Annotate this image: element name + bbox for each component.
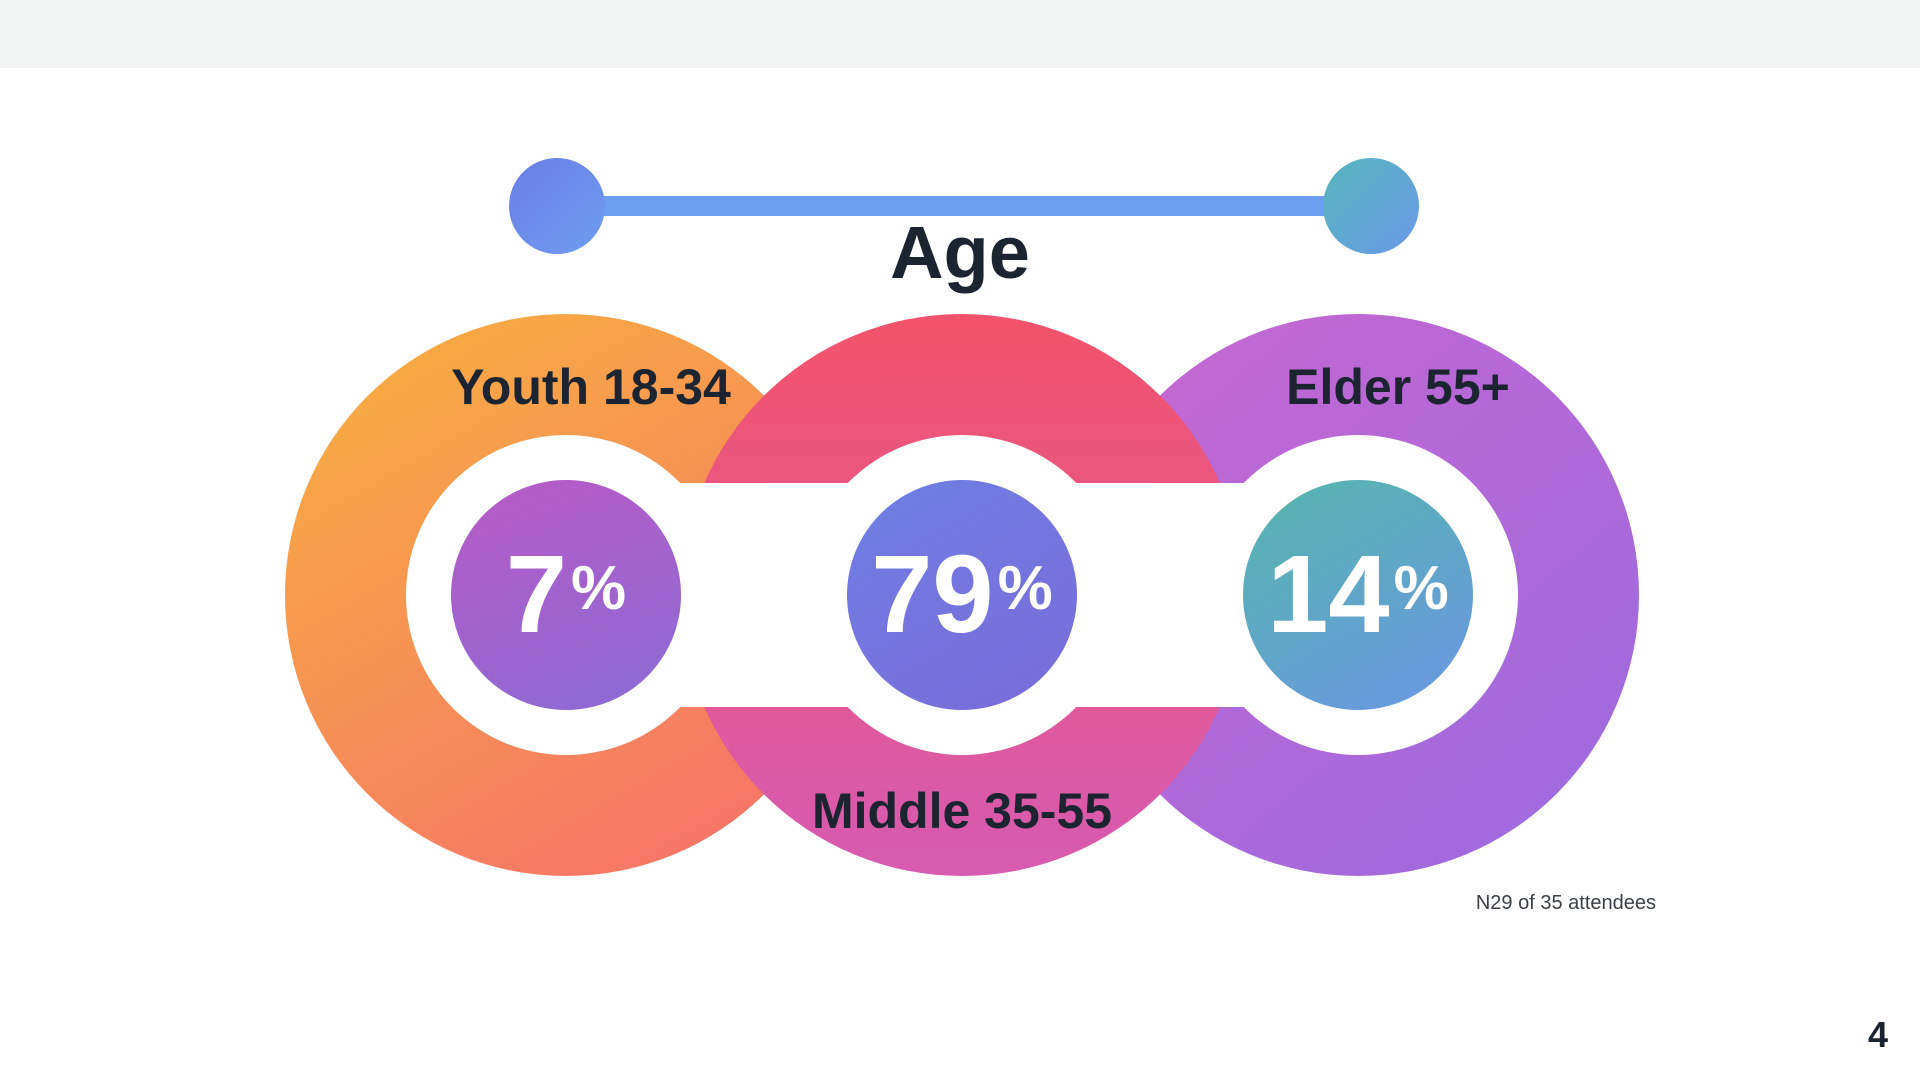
age-label-youth: Youth 18-34 <box>451 358 731 416</box>
header-dot-left <box>509 158 605 254</box>
percent-sign: % <box>571 558 626 620</box>
age-label-elder: Elder 55+ <box>1286 358 1510 416</box>
top-bar <box>0 0 1920 68</box>
age-value-middle: 79 <box>871 540 993 650</box>
percent-sign: % <box>998 558 1053 620</box>
percent-sign: % <box>1394 558 1449 620</box>
sample-size-footnote: N29 of 35 attendees <box>1476 892 1656 915</box>
age-value-chip-youth: 7% <box>451 480 681 710</box>
age-label-middle: Middle 35-55 <box>812 782 1112 840</box>
header-dot-right <box>1323 158 1419 254</box>
slide-title: Age <box>890 210 1030 295</box>
age-value-chip-middle: 79% <box>847 480 1077 710</box>
age-value-youth: 7 <box>506 540 567 650</box>
age-value-elder: 14 <box>1267 540 1389 650</box>
age-value-chip-elder: 14% <box>1243 480 1473 710</box>
page-number: 4 <box>1868 1014 1888 1056</box>
